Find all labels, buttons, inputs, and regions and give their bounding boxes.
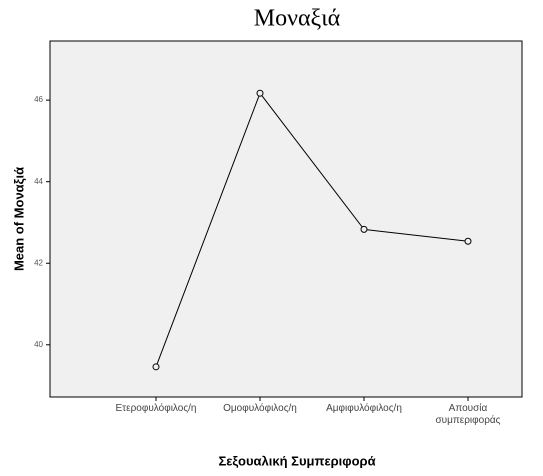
chart-title: Μοναξιά xyxy=(254,6,341,32)
x-tick-label: Απουσία συμπεριφοράς xyxy=(435,403,501,426)
y-tick-label: 42 xyxy=(34,258,43,267)
y-tick-label: 46 xyxy=(34,95,43,104)
point xyxy=(464,237,472,245)
x-tick-label: Ομοφυλόφιλος/η xyxy=(223,403,297,414)
point xyxy=(256,89,264,97)
point xyxy=(152,363,160,371)
x-axis-title: Σεξουαλική Συμπεριφορά xyxy=(218,453,375,468)
y-axis-title: Mean of Μοναξιά xyxy=(11,167,26,271)
y-tick-label: 44 xyxy=(34,177,43,186)
plot-area xyxy=(49,40,523,398)
line xyxy=(155,92,469,368)
point xyxy=(360,225,368,233)
x-tick-label: Ετεροφυλόφιλος/η xyxy=(115,403,197,414)
x-tick-label: Αμφιφυλόφιλος/η xyxy=(326,403,402,414)
y-tick-label: 40 xyxy=(34,340,43,349)
